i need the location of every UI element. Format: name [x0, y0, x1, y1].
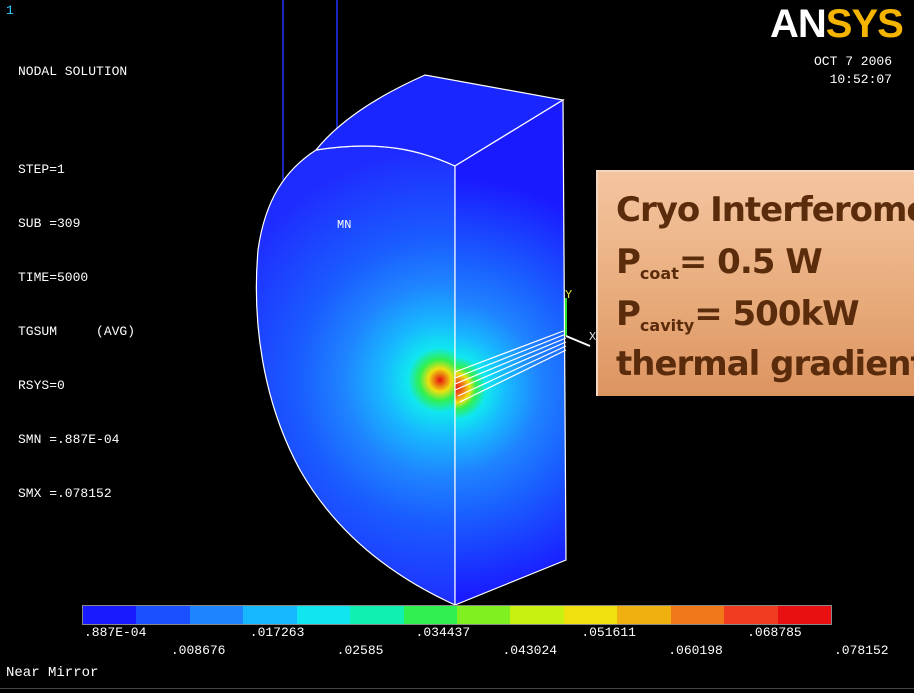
legend-tick-label: .034437 — [415, 625, 471, 640]
solution-smn: SMN =.887E-04 — [18, 432, 120, 447]
legend-swatch — [563, 606, 618, 624]
model-side-face — [255, 145, 456, 606]
legend-colorbar — [82, 605, 832, 625]
footer-title: Near Mirror — [6, 665, 99, 681]
axis-x-label: X — [589, 330, 596, 344]
legend-tick-label: .068785 — [747, 625, 802, 640]
legend-swatch — [617, 606, 672, 624]
date-text: OCT 7 2006 — [813, 54, 892, 69]
legend-tick-label: .078152 — [834, 643, 889, 658]
legend-swatch — [457, 606, 511, 624]
annotation-thermal-gradient: thermal gradient — [616, 344, 914, 384]
legend-swatch — [296, 606, 351, 624]
model-front-face — [454, 98, 567, 606]
legend-tick-label: .043024 — [502, 643, 558, 658]
laser-beam-lines — [454, 329, 567, 403]
legend-swatch — [510, 606, 565, 624]
legend-tick-label: .051611 — [581, 625, 636, 640]
legend-swatch — [403, 606, 458, 624]
solution-info: NODAL SOLUTION STEP=1 SUB =309 TIME=5000… — [18, 27, 135, 539]
solution-rsys: RSYS=0 — [18, 378, 65, 393]
axis-y-label: Y — [565, 288, 572, 302]
solution-title: NODAL SOLUTION — [18, 64, 128, 79]
solution-smx: SMX =.078152 — [18, 486, 112, 501]
legend-tick-label: .887E-04 — [84, 625, 147, 640]
axis-triad: Y X — [565, 288, 596, 347]
legend-swatch — [243, 606, 298, 624]
min-marker-label: MN — [337, 218, 351, 232]
legend-tick-label: .060198 — [668, 643, 723, 658]
legend-swatch — [350, 606, 405, 624]
solution-result-type: TGSUM (AVG) — [18, 324, 136, 339]
ansys-logo: ANSYS — [770, 2, 904, 46]
legend-tick-label: .008676 — [170, 643, 226, 658]
time-text: 10:52:07 — [829, 72, 892, 87]
solution-time: TIME=5000 — [18, 270, 89, 285]
legend-swatch — [136, 606, 191, 624]
legend-swatch — [189, 606, 244, 624]
datetime: OCT 7 2006 10:52:07 — [814, 53, 892, 89]
annotation-coating-power: Pcoat= 0.5 W — [616, 242, 823, 283]
legend-tick-label: .02585 — [336, 643, 384, 658]
legend-swatch — [83, 606, 137, 624]
divider — [0, 688, 914, 689]
solution-step: STEP=1 — [18, 162, 65, 177]
legend-swatch — [670, 606, 725, 624]
legend-tick-label: .017263 — [249, 625, 305, 640]
window-number: 1 — [6, 3, 14, 18]
solution-sub: SUB =309 — [18, 216, 81, 231]
annotation-title: Cryo Interferometer — [616, 190, 914, 230]
legend-swatch — [777, 606, 832, 624]
annotation-cavity-power: Pcavity= 500kW — [616, 294, 860, 335]
legend-swatch — [724, 606, 779, 624]
annotation-box: Cryo Interferometer Pcoat= 0.5 W Pcavity… — [596, 170, 914, 396]
